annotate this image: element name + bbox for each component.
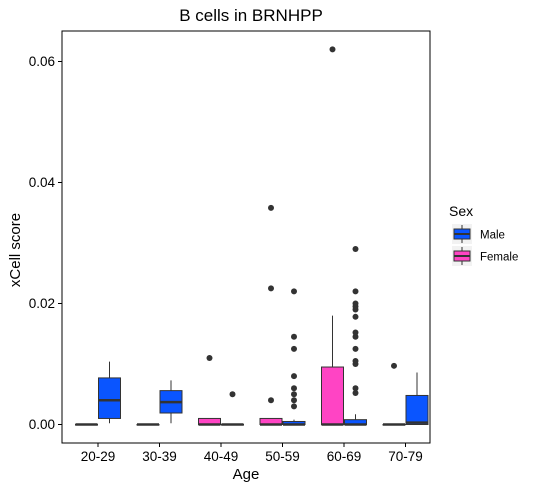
legend-item-male: Male [452, 224, 505, 244]
x-axis-title: Age [233, 466, 260, 483]
outlier-point [352, 246, 359, 253]
y-axis: 0.00 0.02 0.04 0.06 [29, 54, 62, 432]
x-tick-label: 70-79 [388, 449, 423, 464]
outlier-point [291, 333, 297, 340]
box-male-30-39 [159, 380, 183, 424]
box-body [321, 366, 344, 425]
outlier-point [352, 357, 359, 364]
y-tick-label: 0.02 [29, 296, 55, 311]
outlier-point [291, 385, 297, 392]
box-male-50-59 [282, 419, 306, 426]
y-tick-label: 0.00 [29, 417, 55, 432]
box-body [405, 394, 429, 425]
x-axis: 20-29 30-39 40-49 50-59 60-69 70-79 [81, 443, 423, 464]
x-tick-label: 30-39 [142, 449, 177, 464]
box-layer [75, 315, 429, 426]
box-female-60-69 [321, 315, 344, 426]
outlier-layer [206, 46, 397, 410]
outlier-point [291, 397, 297, 404]
outlier-point [291, 403, 297, 410]
outlier-point [329, 46, 336, 53]
outlier-point [391, 362, 397, 369]
x-tick-label: 60-69 [327, 449, 362, 464]
outlier-point [352, 313, 359, 320]
outlier-point [352, 345, 359, 352]
outlier-point [268, 204, 274, 211]
y-axis-title: xCell score [7, 213, 24, 287]
plot-panel [61, 30, 431, 444]
legend-label: Female [480, 252, 518, 264]
outlier-point [268, 285, 274, 292]
outlier-point [206, 354, 213, 361]
box-female-40-49 [198, 417, 221, 426]
x-tick-label: 20-29 [81, 449, 116, 464]
outlier-point [291, 391, 297, 398]
box-female-30-39 [136, 423, 160, 426]
chart-title: B cells in BRNHPP [179, 6, 323, 25]
outlier-point [268, 397, 274, 404]
outlier-point [352, 329, 359, 336]
x-tick-label: 50-59 [265, 449, 300, 464]
outlier-point [291, 373, 297, 380]
y-tick-label: 0.06 [29, 54, 55, 69]
outlier-point [352, 288, 359, 295]
outlier-point [291, 345, 297, 352]
box-female-50-59 [259, 417, 283, 426]
outlier-point [229, 391, 236, 398]
outlier-point [291, 288, 297, 295]
outlier-point [352, 300, 359, 307]
legend-title: Sex [449, 203, 473, 219]
legend-item-female: Female [452, 246, 518, 266]
box-male-20-29 [98, 361, 121, 424]
outlier-point [352, 385, 359, 392]
box-female-70-79 [382, 423, 406, 426]
box-female-20-29 [75, 423, 98, 426]
box-male-60-69 [344, 414, 367, 426]
legend-items: Male Female [452, 224, 518, 266]
outlier-point [352, 333, 359, 340]
box-body [98, 377, 121, 419]
x-tick-label: 40-49 [204, 449, 239, 464]
legend: Sex Male Female [449, 203, 518, 266]
y-tick-label: 0.04 [29, 175, 56, 190]
legend-label: Male [480, 230, 505, 242]
box-male-40-49 [221, 423, 244, 426]
outlier-point [352, 390, 359, 397]
box-male-70-79 [405, 372, 429, 425]
